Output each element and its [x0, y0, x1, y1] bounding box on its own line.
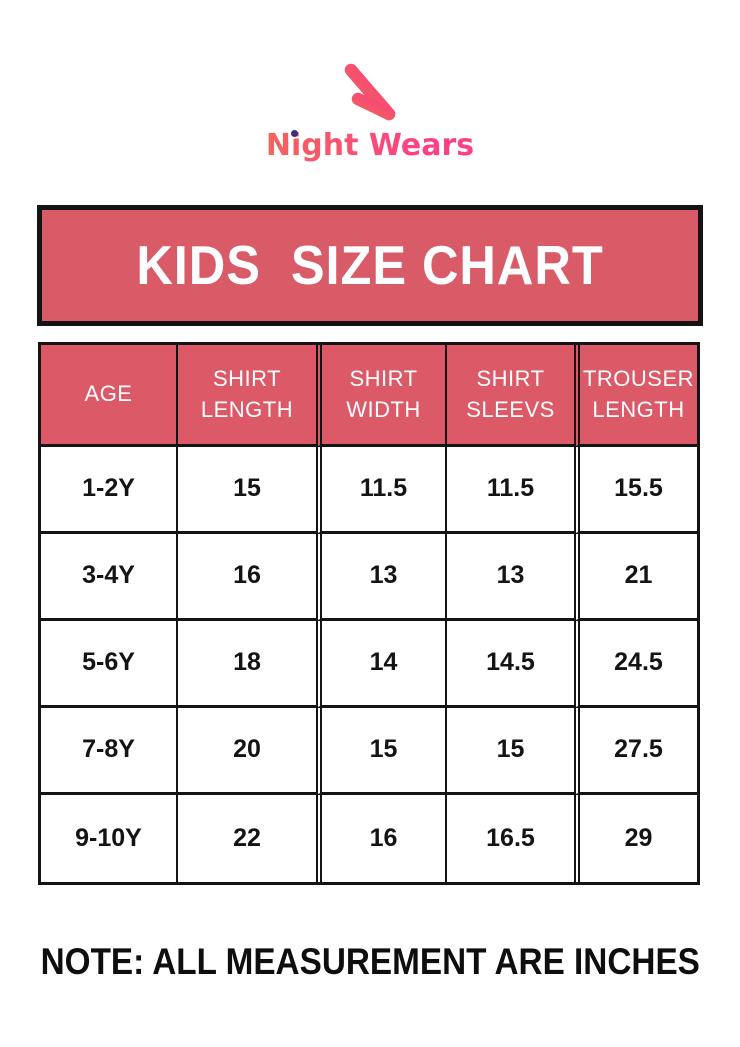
column-header-text: SHIRT [476, 365, 545, 391]
cell-shirt-length: 15 [178, 446, 316, 534]
cell-trouser-length: 21 [574, 533, 697, 621]
cell-age: 7-8Y [41, 707, 178, 795]
brand-name: Night Wears [266, 127, 474, 165]
cell-shirt-width: 15 [316, 707, 447, 795]
column-header-text: TROUSER [582, 365, 695, 391]
cell-age: 5-6Y [41, 620, 178, 708]
column-header-shirt-length: SHIRT LENGTH [178, 344, 316, 447]
column-header-text: SHIRT [212, 365, 282, 391]
title-banner: KIDS SIZE CHART [37, 204, 703, 326]
column-header-text: LENGTH [200, 397, 294, 422]
cell-shirt-length: 20 [178, 707, 316, 795]
cell-shirt-length: 22 [178, 794, 316, 882]
cell-trouser-length: 27.5 [574, 707, 697, 795]
column-header-shirt-width: SHIRT WIDTH [316, 344, 447, 447]
column-header-text: SLEEVS [466, 397, 555, 422]
brand-header: Night Wears [0, 0, 740, 165]
brand-name-text: Night Wears [265, 128, 475, 163]
cell-shirt-width: 11.5 [316, 446, 447, 534]
cell-shirt-width: 16 [316, 794, 447, 882]
page-title: KIDS SIZE CHART [136, 234, 604, 296]
cell-shirt-sleevs: 15 [447, 707, 574, 795]
cell-trouser-length: 29 [574, 794, 697, 882]
footer-note: NOTE: ALL MEASUREMENT ARE INCHES [0, 941, 740, 983]
column-header-text: LENGTH [592, 397, 685, 422]
cell-shirt-sleevs: 13 [447, 533, 574, 621]
cell-shirt-sleevs: 16.5 [447, 794, 574, 882]
cell-trouser-length: 15.5 [574, 446, 697, 534]
cell-trouser-length: 24.5 [574, 620, 697, 708]
column-header-text: WIDTH [346, 397, 421, 422]
cell-shirt-length: 16 [178, 533, 316, 621]
size-table: AGE SHIRT LENGTH SHIRT WIDTH SHIRT SLEEV… [38, 341, 700, 885]
cell-shirt-sleevs: 14.5 [447, 620, 574, 708]
nw-monogram-icon [344, 60, 399, 125]
cell-age: 1-2Y [41, 446, 178, 534]
cell-shirt-width: 14 [316, 620, 447, 708]
cell-shirt-width: 13 [316, 533, 447, 621]
column-header-text: SHIRT [349, 365, 418, 391]
cell-age: 3-4Y [41, 533, 178, 621]
column-header-text: AGE [84, 381, 133, 407]
cell-shirt-sleevs: 11.5 [447, 446, 574, 534]
column-header-trouser-length: TROUSER LENGTH [574, 344, 697, 447]
column-header-shirt-sleevs: SHIRT SLEEVS [447, 344, 574, 447]
measurement-note-text: NOTE: ALL MEASUREMENT ARE INCHES [40, 940, 700, 982]
column-header-age: AGE [41, 344, 178, 447]
cell-age: 9-10Y [41, 794, 178, 882]
cell-shirt-length: 18 [178, 620, 316, 708]
brand-i-dot [290, 130, 298, 137]
